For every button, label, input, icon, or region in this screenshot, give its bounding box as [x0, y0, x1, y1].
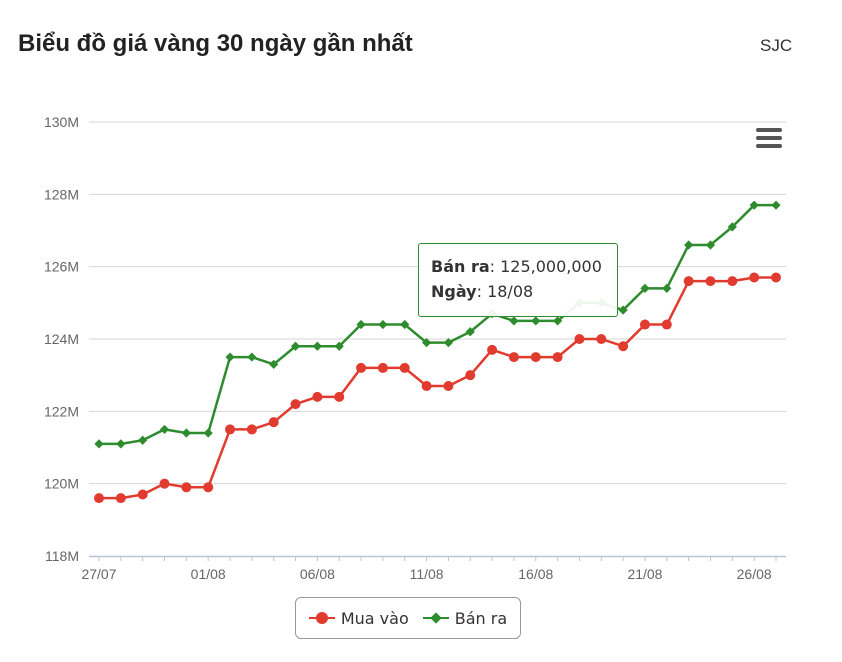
data-point-buy	[290, 399, 301, 410]
data-point-buy	[705, 276, 716, 287]
data-point-sell	[421, 338, 432, 348]
data-point-sell	[203, 428, 213, 438]
data-point-buy	[159, 478, 170, 489]
data-point-sell	[334, 341, 344, 351]
data-point-sell	[181, 428, 191, 438]
data-point-buy	[771, 272, 781, 283]
data-point-buy	[181, 482, 192, 493]
x-tick-label: 16/08	[518, 566, 553, 582]
x-tick-label: 27/07	[81, 566, 116, 582]
data-point-buy	[552, 352, 563, 363]
legend-sell-symbol	[422, 612, 449, 624]
data-point-sell	[509, 316, 519, 326]
legend-buy-symbol	[308, 612, 335, 624]
y-tick-label: 130M	[44, 114, 79, 130]
data-point-buy	[443, 381, 454, 392]
data-point-buy	[334, 391, 345, 402]
data-point-sell	[247, 352, 257, 362]
y-tick-label: 126M	[44, 259, 79, 275]
chart-tooltip: Bán ra: 125,000,000 Ngày: 18/08	[418, 243, 618, 317]
data-point-sell	[312, 341, 322, 351]
data-point-buy	[115, 493, 126, 504]
data-point-buy	[399, 362, 410, 373]
data-point-buy	[203, 482, 214, 493]
data-point-sell	[94, 439, 104, 449]
data-point-sell	[159, 424, 170, 435]
data-point-buy	[508, 352, 519, 363]
data-point-sell	[290, 341, 301, 351]
data-point-buy	[639, 319, 650, 330]
data-point-sell	[269, 359, 279, 369]
data-point-sell	[618, 305, 628, 315]
data-point-buy	[683, 276, 694, 287]
data-point-buy	[465, 370, 476, 381]
data-point-sell	[662, 283, 672, 293]
y-tick-label: 128M	[44, 186, 79, 202]
tooltip-value: 125,000,000	[500, 257, 602, 276]
data-point-buy	[487, 344, 498, 355]
data-point-buy	[596, 334, 607, 344]
data-point-buy	[246, 424, 257, 435]
x-tick-label: 26/08	[737, 566, 772, 582]
y-tick-label: 124M	[44, 331, 79, 347]
data-point-sell	[116, 439, 126, 449]
data-point-buy	[356, 362, 367, 373]
legend-buy-label: Mua vào	[340, 608, 409, 628]
source-label: SJC	[760, 36, 793, 55]
x-tick-label: 11/08	[410, 566, 444, 582]
data-point-buy	[618, 341, 629, 352]
data-point-sell	[465, 327, 475, 337]
data-point-sell	[400, 319, 410, 330]
data-point-sell	[531, 316, 541, 326]
data-point-sell	[443, 338, 454, 348]
data-point-sell	[705, 240, 716, 250]
data-point-buy	[749, 272, 760, 283]
data-point-sell	[138, 435, 148, 445]
x-axis: 27/07 01/08 06/08 11/08 16/08 21/08 26/08	[81, 555, 786, 582]
data-point-sell	[225, 352, 235, 362]
tooltip-date: 18/08	[487, 282, 534, 301]
legend-item-buy[interactable]: Mua vào	[308, 608, 409, 628]
y-tick-label: 122M	[44, 403, 79, 419]
data-point-buy	[268, 417, 279, 428]
legend-sell-label: Bán ra	[454, 608, 508, 628]
y-axis-ticks: 118M 120M 122M 124M 126M 128M 130M	[44, 114, 79, 564]
data-point-buy	[530, 352, 541, 363]
chart-legend: Mua vào Bán ra	[295, 597, 521, 639]
data-point-buy	[137, 489, 148, 500]
data-point-sell	[727, 222, 737, 232]
legend-item-sell[interactable]: Bán ra	[422, 608, 508, 628]
data-point-sell	[749, 200, 759, 210]
y-tick-label: 120M	[44, 476, 79, 492]
data-point-buy	[661, 319, 672, 330]
chart-title: Biểu đồ giá vàng 30 ngày gần nhất	[18, 30, 413, 57]
grid-lines	[89, 121, 786, 485]
tooltip-series-label: Bán ra	[431, 257, 490, 276]
data-point-sell	[553, 316, 563, 326]
data-point-sell	[640, 283, 650, 293]
series-line-sell	[99, 203, 776, 446]
x-tick-label: 01/08	[191, 566, 226, 582]
data-point-buy	[574, 334, 585, 344]
data-point-buy	[377, 362, 388, 373]
data-point-buy	[94, 493, 104, 504]
data-point-sell	[771, 200, 781, 210]
data-point-buy	[421, 381, 432, 392]
data-point-buy	[312, 391, 323, 402]
data-point-sell	[378, 319, 388, 330]
data-point-sell	[684, 240, 694, 250]
data-point-sell	[356, 319, 366, 330]
data-point-buy	[727, 276, 738, 287]
y-tick-label: 118M	[45, 548, 79, 564]
tooltip-date-label: Ngày	[431, 282, 477, 301]
data-point-buy	[225, 424, 236, 435]
chart-menu-icon[interactable]	[752, 128, 786, 154]
x-tick-label: 21/08	[627, 566, 662, 582]
x-tick-label: 06/08	[300, 566, 335, 582]
